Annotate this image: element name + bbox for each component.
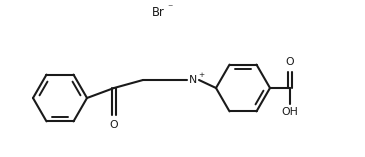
Text: ⁻: ⁻ bbox=[167, 3, 172, 13]
Text: O: O bbox=[286, 57, 294, 67]
Text: Br: Br bbox=[152, 6, 165, 19]
Text: N: N bbox=[189, 75, 197, 85]
Text: O: O bbox=[110, 120, 118, 130]
Text: +: + bbox=[198, 72, 204, 78]
Text: OH: OH bbox=[281, 107, 299, 117]
